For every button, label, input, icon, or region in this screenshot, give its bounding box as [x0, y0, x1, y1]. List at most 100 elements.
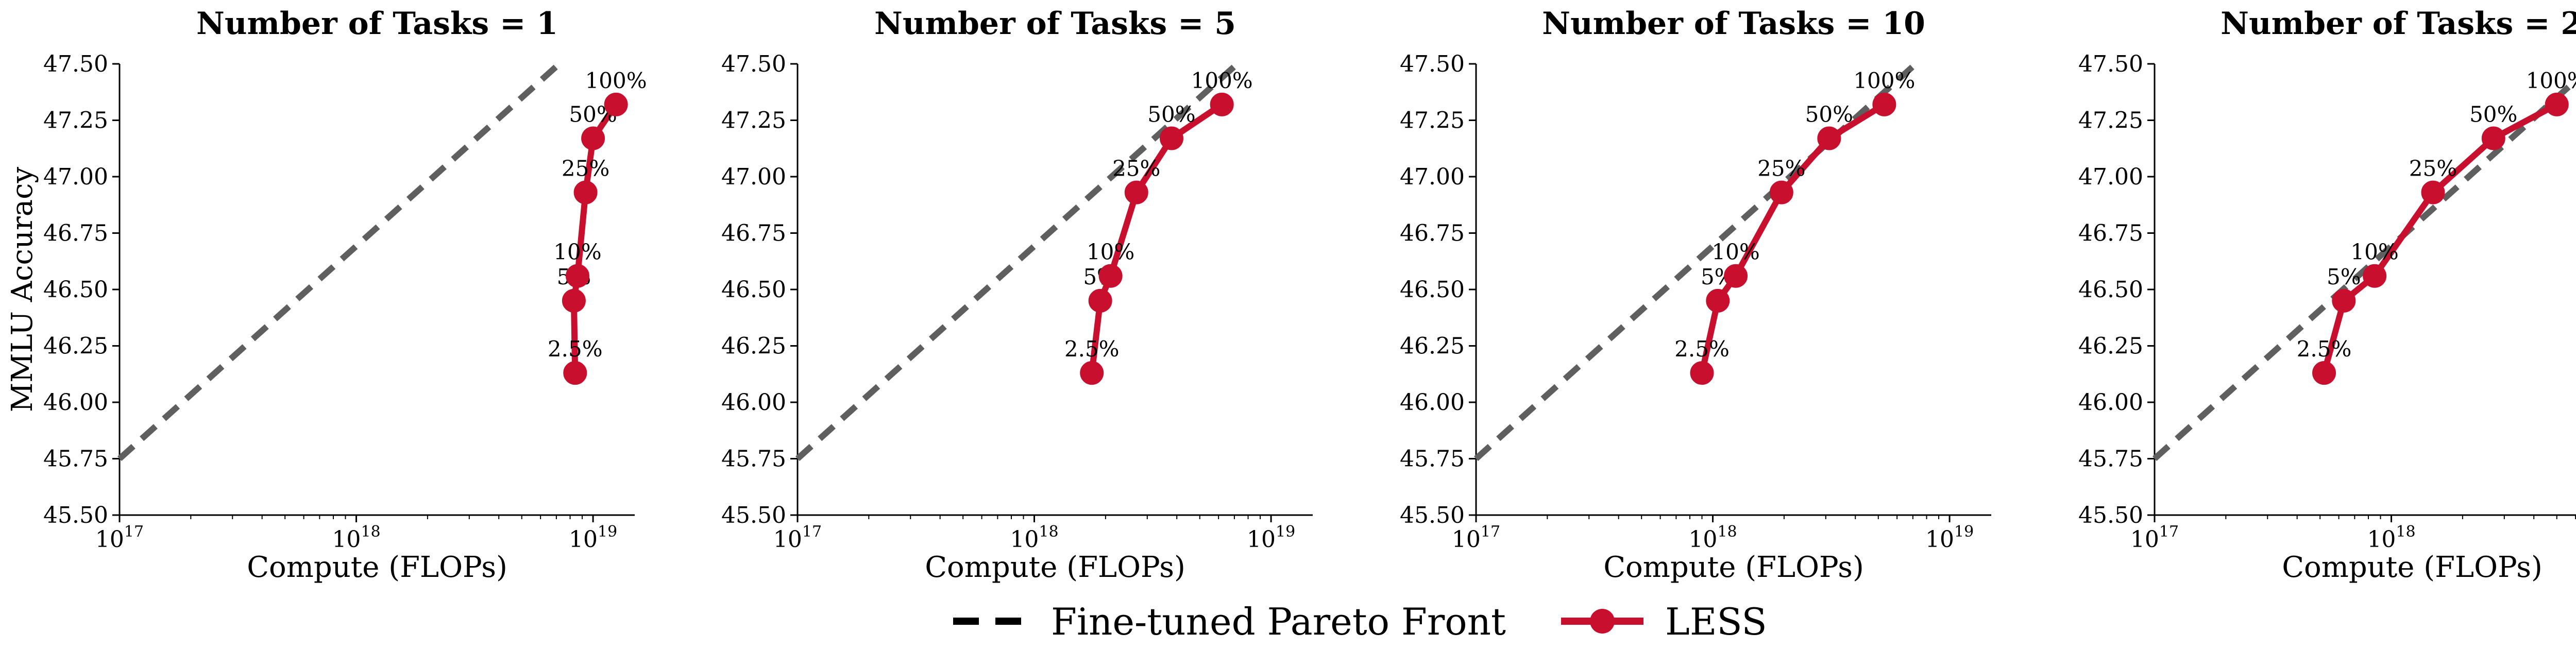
y-tick-label: 46.00 [2078, 389, 2143, 416]
less-point-label: 100% [585, 68, 647, 93]
x-tick-label: 1017 [2130, 523, 2179, 553]
less-point-label: 25% [1757, 156, 1805, 181]
y-tick-label: 46.00 [43, 389, 108, 416]
x-tick-label: 1018 [1688, 523, 1737, 553]
less-point-label: 5% [2327, 264, 2361, 289]
less-series-line [1089, 101, 1224, 373]
x-tick-label: 1019 [569, 523, 617, 553]
less-point [565, 264, 589, 288]
chart-panel-1: Number of Tasks = 1 45.50 45.75 46.00 46.25 4… [6, 6, 647, 584]
x-tick-label: 1017 [773, 523, 822, 553]
less-point [2421, 180, 2445, 204]
y-tick-label: 46.50 [43, 277, 108, 303]
less-point [1098, 264, 1123, 288]
y-tick-label: 47.00 [1400, 164, 1465, 190]
less-point [2312, 361, 2336, 385]
y-tick-label: 46.50 [2078, 277, 2143, 303]
y-tick-label: 47.50 [1400, 51, 1465, 77]
y-tick-label: 46.25 [2078, 333, 2143, 360]
y-tick-label: 45.75 [721, 446, 786, 472]
less-point-label: 100% [1853, 68, 1915, 93]
less-point-label: 50% [1147, 102, 1195, 127]
y-tick-label: 46.00 [1400, 389, 1465, 416]
pareto-front-line [117, 61, 562, 461]
less-point [1769, 180, 1793, 204]
less-point [581, 126, 605, 150]
less-point [1706, 288, 1730, 313]
y-tick-label: 47.00 [721, 164, 786, 190]
chart-title: Number of Tasks = 5 [874, 6, 1236, 42]
legend-less-marker [1590, 609, 1615, 634]
chart-title: Number of Tasks = 10 [1542, 6, 1925, 42]
less-point [1724, 264, 1748, 288]
less-point [604, 92, 628, 116]
chart-panel-4: Number of Tasks = 20 45.50 45.75 46.00 46.25… [2078, 6, 2576, 584]
x-tick-label: 1019 [1247, 523, 1295, 553]
y-tick-label: 45.75 [1400, 446, 1465, 472]
less-point [573, 180, 598, 204]
less-point-label: 10% [1711, 240, 1759, 265]
less-series-line [1699, 101, 1886, 374]
less-point-label: 2.5% [1064, 336, 1120, 362]
y-tick-label: 45.75 [43, 446, 108, 472]
less-point-label: 25% [562, 156, 609, 181]
less-point [562, 288, 586, 313]
y-tick-label: 47.25 [43, 108, 108, 134]
x-axis-label: Compute (FLOPs) [247, 551, 507, 584]
less-point [1080, 361, 1104, 385]
y-tick-label: 46.25 [1400, 333, 1465, 360]
y-tick-label: 47.25 [2078, 108, 2143, 134]
chart-panel-3: Number of Tasks = 10 45.50 45.75 46.00 46.25… [1400, 6, 1991, 584]
less-point [1124, 180, 1148, 204]
less-point [563, 361, 587, 385]
less-point [2481, 126, 2505, 150]
y-tick-label: 47.25 [721, 108, 786, 134]
less-point-label: 25% [1112, 156, 1160, 181]
y-tick-label: 45.50 [43, 502, 108, 528]
less-series-line [2321, 101, 2558, 374]
less-point-label: 10% [553, 240, 601, 265]
x-tick-label: 1018 [332, 523, 380, 553]
less-point-label: 25% [2409, 156, 2457, 181]
less-point-label: 50% [1805, 102, 1853, 127]
y-tick-label: 46.75 [721, 220, 786, 247]
y-tick-label: 47.00 [2078, 164, 2143, 190]
less-point [1690, 361, 1714, 385]
y-tick-label: 45.50 [2078, 502, 2143, 528]
x-axis-label: Compute (FLOPs) [925, 551, 1185, 584]
less-point-label: 2.5% [548, 336, 603, 362]
less-point [2332, 288, 2356, 313]
less-point-label: 10% [2350, 240, 2398, 265]
less-point-label: 100% [2526, 68, 2576, 93]
x-tick-label: 1017 [95, 523, 144, 553]
less-point [1088, 288, 1112, 313]
less-point-label: 10% [1087, 240, 1134, 265]
legend-pareto-label: Fine-tuned Pareto Front [1051, 600, 1506, 643]
less-point [1872, 92, 1896, 116]
y-tick-label: 46.00 [721, 389, 786, 416]
y-tick-label: 47.00 [43, 164, 108, 190]
y-axis-label: MMLU Accuracy [6, 167, 39, 413]
y-tick-label: 45.50 [1400, 502, 1465, 528]
x-axis-label: Compute (FLOPs) [1603, 551, 1864, 584]
chart-title: Number of Tasks = 20 [2221, 6, 2576, 42]
y-tick-label: 46.50 [1400, 277, 1465, 303]
y-tick-label: 46.75 [1400, 220, 1465, 247]
less-point-label: 50% [2469, 102, 2517, 127]
y-tick-label: 45.50 [721, 502, 786, 528]
less-point [2545, 92, 2569, 116]
y-tick-label: 46.25 [43, 333, 108, 360]
legend-less-label: LESS [1665, 600, 1767, 643]
y-tick-label: 46.50 [721, 277, 786, 303]
less-point-label: 2.5% [2297, 336, 2352, 362]
less-point [1159, 126, 1183, 150]
x-tick-label: 1019 [1925, 523, 1974, 553]
pareto-front-line [2152, 76, 2576, 461]
less-point [1817, 126, 1841, 150]
less-point-label: 100% [1191, 68, 1253, 93]
y-tick-label: 46.75 [43, 220, 108, 247]
less-point-label: 2.5% [1674, 336, 1730, 362]
y-tick-label: 47.25 [1400, 108, 1465, 134]
